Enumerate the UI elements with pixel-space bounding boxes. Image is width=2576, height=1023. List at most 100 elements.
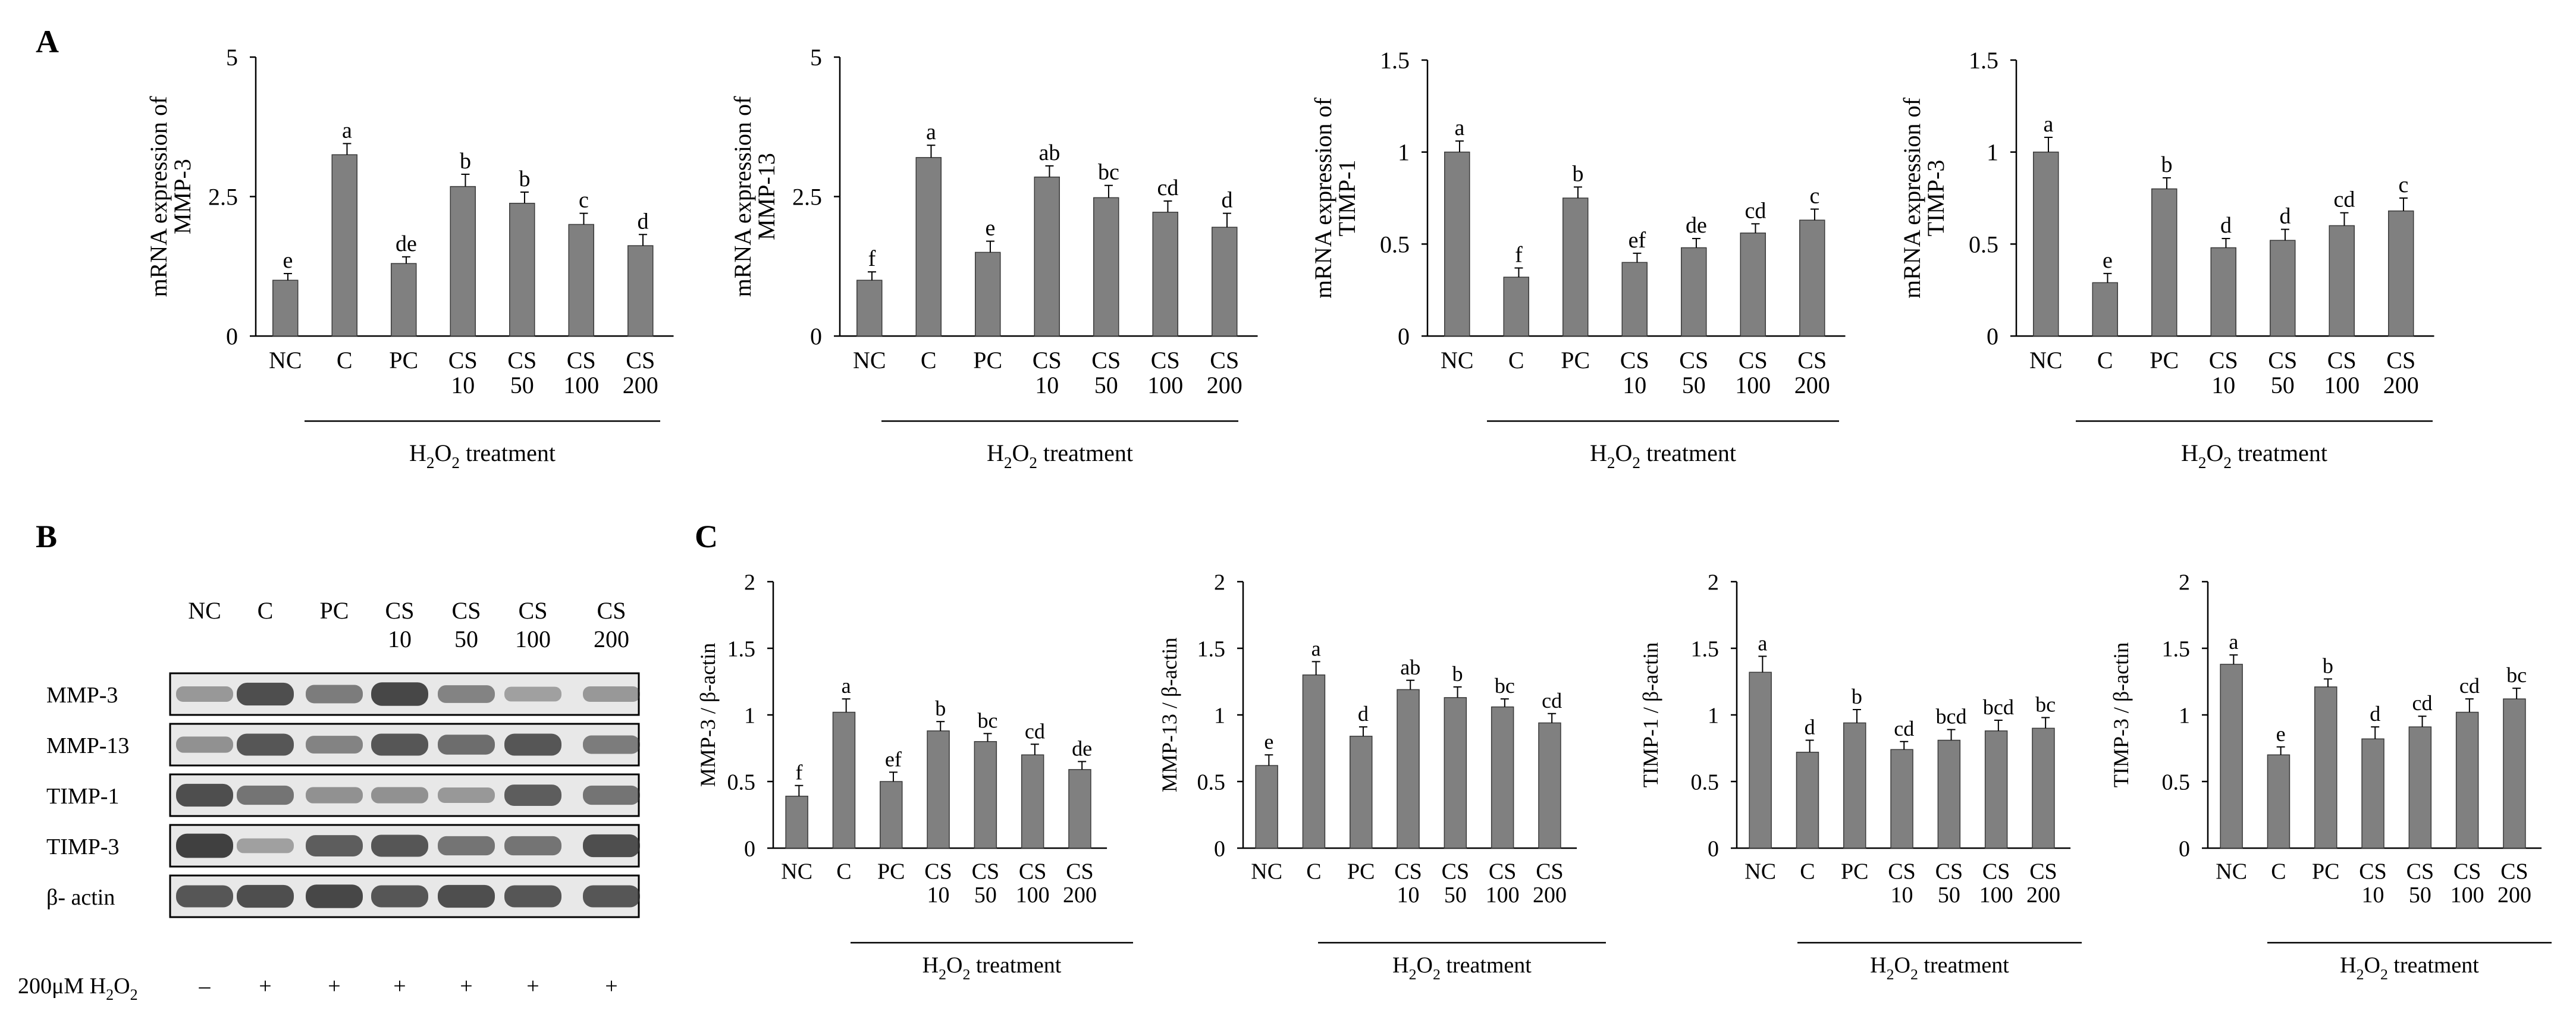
x-category-label: CS (2359, 859, 2386, 884)
significance-letter: cd (2412, 691, 2433, 715)
x-category-label: CS (1442, 859, 1469, 884)
blot-band (438, 735, 495, 755)
x-category-label: CS (2453, 859, 2481, 884)
significance-letter: bc (2506, 663, 2527, 687)
bar (1350, 736, 1373, 849)
x-category-sublabel: 200 (2026, 883, 2060, 908)
y-tick-label: 0.5 (1380, 231, 1410, 258)
significance-letter: c (2399, 172, 2409, 197)
y-axis-label: mRNA expression of (729, 96, 756, 297)
x-category-sublabel: 50 (1682, 372, 1706, 398)
blot-row (169, 672, 640, 716)
x-category-label: CS (1982, 859, 2010, 884)
bar (2210, 247, 2236, 337)
bar (1538, 722, 1561, 849)
x-category-label: CS (1151, 347, 1180, 374)
y-axis-label-line2: MMP-3 (169, 159, 196, 234)
bar (785, 795, 808, 849)
y-tick-label: 0 (1708, 836, 1719, 861)
blot-band (176, 885, 233, 908)
x-category-sublabel: 10 (1397, 883, 1420, 908)
x-category-label: CS (1394, 859, 1422, 884)
y-tick-label: 0 (810, 323, 822, 350)
blot-band (371, 733, 428, 756)
significance-letter: a (926, 120, 936, 145)
x-category-sublabel: 50 (974, 883, 997, 908)
significance-letter: cd (1157, 175, 1179, 200)
significance-letter: ab (1039, 140, 1060, 165)
x-category-sublabel: 50 (2271, 372, 2295, 398)
h2o2-sign: + (605, 974, 617, 999)
blot-band (237, 884, 294, 908)
y-axis-label-line2: TIMP-1 (1334, 160, 1360, 237)
y-tick-label: 0.5 (727, 770, 756, 795)
significance-letter: f (1515, 243, 1523, 268)
x-category-label: C (337, 347, 353, 374)
bar (2267, 754, 2291, 849)
significance-letter: b (1572, 161, 1583, 186)
blot-band (176, 736, 233, 753)
bar (1397, 689, 1420, 849)
bar (1152, 212, 1178, 337)
x-category-label: CS (2386, 347, 2415, 374)
significance-letter: cd (1894, 717, 1914, 740)
bar (1749, 671, 1772, 849)
x-category-label: CS (2327, 347, 2357, 374)
blot-band (504, 885, 561, 908)
blot-band (583, 885, 640, 908)
bar (832, 711, 856, 849)
significance-letter: b (1852, 685, 1862, 708)
bar (1255, 765, 1278, 849)
significance-letter: bcd (1936, 705, 1967, 729)
x-category-label: CS (1091, 347, 1121, 374)
significance-letter: a (842, 674, 851, 698)
significance-letter: cd (2334, 187, 2355, 212)
x-category-label: C (921, 347, 937, 374)
h2o2-sign: + (526, 974, 539, 999)
blot-band (237, 682, 294, 706)
y-tick-label: 2 (1214, 570, 1225, 595)
western-blot: NC C PC CS10CS50CS100CS200MMP-3MMP-13TIMP-1… (18, 597, 640, 1003)
significance-letter: bc (978, 708, 998, 732)
blot-band (371, 787, 428, 804)
bar (1444, 697, 1467, 849)
bar (2408, 726, 2432, 849)
blot-band (438, 836, 495, 856)
x-category-sublabel: 200 (623, 372, 658, 398)
blot-lane-label: CS (452, 597, 481, 624)
bar (2220, 664, 2243, 849)
bar (450, 186, 476, 337)
y-tick-label: 1 (1708, 703, 1719, 728)
x-category-sublabel: 200 (1533, 883, 1567, 908)
significance-letter: b (2323, 654, 2333, 678)
panel-letter-c: C (695, 519, 718, 554)
x-category-sublabel: 10 (1891, 883, 1913, 908)
x-category-label: CS (1210, 347, 1239, 374)
y-tick-label: 0 (1987, 323, 1998, 350)
bar (2455, 711, 2479, 849)
blot-band (237, 838, 294, 853)
panel-letter-a: A (36, 24, 59, 59)
x-category-label: CS (1620, 347, 1649, 374)
x-category-label: CS (1019, 859, 1046, 884)
significance-letter: ab (1400, 655, 1420, 679)
bar (2151, 188, 2177, 337)
x-category-sublabel: 10 (1035, 372, 1059, 398)
blot-row-label: β- actin (46, 885, 115, 910)
x-category-label: PC (1841, 859, 1868, 884)
blot-row (169, 723, 640, 767)
y-tick-label: 2 (744, 570, 755, 595)
x-category-label: CS (2209, 347, 2238, 374)
blot-band (583, 834, 640, 858)
x-category-label: CS (1066, 859, 1093, 884)
x-category-label: PC (389, 347, 418, 374)
blot-lane-sublabel: 200 (594, 626, 629, 652)
bar (2032, 727, 2055, 849)
significance-letter: a (342, 118, 352, 143)
significance-letter: b (1452, 662, 1463, 686)
significance-letter: d (2370, 702, 2380, 726)
